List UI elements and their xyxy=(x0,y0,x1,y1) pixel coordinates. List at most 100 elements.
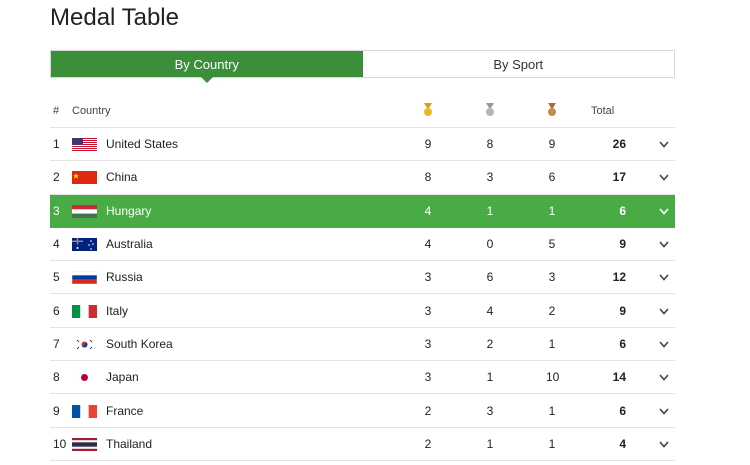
gold-count: 3 xyxy=(424,336,432,351)
bronze-count: 9 xyxy=(548,137,556,152)
bronze-count: 2 xyxy=(548,303,556,318)
total-count: 6 xyxy=(619,336,626,351)
country-column-header: Country xyxy=(72,105,111,117)
table-row[interactable]: 3 Hungary 4 1 1 6 xyxy=(50,194,675,228)
rank-cell: 7 xyxy=(53,336,60,351)
country-name: China xyxy=(106,170,138,185)
rank-cell: 3 xyxy=(53,203,60,218)
chevron-down-icon[interactable] xyxy=(658,170,670,184)
silver-count: 1 xyxy=(486,370,494,385)
gold-count: 2 xyxy=(424,403,432,418)
jp-flag-icon xyxy=(72,371,97,385)
total-count: 26 xyxy=(612,137,626,152)
silver-count: 0 xyxy=(486,237,494,252)
tab-by-country[interactable]: By Country xyxy=(51,51,363,83)
rank-cell: 4 xyxy=(53,237,60,252)
gold-count: 4 xyxy=(424,237,432,252)
silver-medal-icon xyxy=(484,102,496,120)
country-name: Hungary xyxy=(106,203,152,218)
silver-count: 2 xyxy=(486,336,494,351)
gold-count: 3 xyxy=(424,270,432,285)
tab-by-sport[interactable]: By Sport xyxy=(362,51,674,77)
bronze-count: 1 xyxy=(548,336,556,351)
country-name: South Korea xyxy=(106,336,173,351)
chevron-down-icon[interactable] xyxy=(658,204,670,218)
hu-flag-icon xyxy=(72,204,97,218)
table-row[interactable]: 6 Italy 3 4 2 9 xyxy=(50,294,675,328)
view-tabs: By Country By Sport xyxy=(50,50,675,83)
silver-count: 3 xyxy=(486,403,494,418)
table-row[interactable]: 9 France 2 3 1 6 xyxy=(50,394,675,428)
total-count: 14 xyxy=(612,370,626,385)
rank-cell: 1 xyxy=(53,137,60,152)
table-row[interactable]: 4 Australia 4 0 5 9 xyxy=(50,228,675,262)
total-count: 6 xyxy=(619,203,626,218)
table-row[interactable]: 7 South Korea 3 2 1 6 xyxy=(50,328,675,362)
country-name: France xyxy=(106,403,144,418)
country-name: Thailand xyxy=(106,436,153,451)
table-row[interactable]: 5 Russia 3 6 3 12 xyxy=(50,261,675,295)
chevron-down-icon[interactable] xyxy=(658,237,670,251)
au-flag-icon xyxy=(72,238,97,252)
country-name: Russia xyxy=(106,270,143,285)
fr-flag-icon xyxy=(72,404,97,418)
bronze-medal-icon xyxy=(546,102,558,120)
silver-count: 1 xyxy=(486,436,494,451)
th-flag-icon xyxy=(72,437,97,451)
ru-flag-icon xyxy=(71,271,98,285)
total-count: 12 xyxy=(612,270,626,285)
rank-column-header: # xyxy=(53,105,60,117)
chevron-down-icon[interactable] xyxy=(658,337,670,351)
bronze-count: 1 xyxy=(548,203,556,218)
rank-cell: 8 xyxy=(53,370,60,385)
gold-count: 4 xyxy=(424,203,432,218)
country-name: United States xyxy=(106,137,179,152)
total-count: 17 xyxy=(612,170,626,185)
country-name: Japan xyxy=(106,370,139,385)
us-flag-icon xyxy=(72,138,97,152)
chevron-down-icon[interactable] xyxy=(658,437,670,451)
kr-flag-icon xyxy=(72,337,97,351)
chevron-down-icon[interactable] xyxy=(658,270,670,284)
silver-count: 6 xyxy=(486,270,494,285)
bronze-count: 10 xyxy=(546,370,560,385)
table-row[interactable]: 10 Thailand 2 1 1 4 xyxy=(50,428,675,461)
bronze-count: 6 xyxy=(548,170,556,185)
total-count: 6 xyxy=(619,403,626,418)
chevron-down-icon[interactable] xyxy=(658,304,670,318)
page-title: Medal Table xyxy=(50,4,179,31)
it-flag-icon xyxy=(72,304,97,318)
silver-count: 3 xyxy=(486,170,494,185)
table-header: # Country Total xyxy=(50,95,675,128)
total-column-header: Total xyxy=(591,105,615,117)
country-name: Italy xyxy=(106,303,129,318)
total-count: 9 xyxy=(619,303,626,318)
chevron-down-icon[interactable] xyxy=(658,137,670,151)
bronze-count: 3 xyxy=(548,270,556,285)
rank-cell: 9 xyxy=(53,403,60,418)
total-count: 4 xyxy=(619,436,626,451)
rank-cell: 2 xyxy=(53,170,60,185)
table-row[interactable]: 2 China 8 3 6 17 xyxy=(50,161,675,195)
table-row[interactable]: 1 United States 9 8 9 26 xyxy=(50,128,675,162)
gold-count: 9 xyxy=(424,137,432,152)
total-count: 9 xyxy=(619,237,626,252)
rank-cell: 5 xyxy=(53,270,60,285)
gold-count: 3 xyxy=(424,303,432,318)
silver-count: 4 xyxy=(486,303,494,318)
chevron-down-icon[interactable] xyxy=(658,370,670,384)
bronze-count: 5 xyxy=(548,237,556,252)
bronze-count: 1 xyxy=(548,403,556,418)
bronze-count: 1 xyxy=(548,436,556,451)
gold-count: 3 xyxy=(424,370,432,385)
gold-count: 2 xyxy=(424,436,432,451)
gold-count: 8 xyxy=(424,170,432,185)
silver-count: 8 xyxy=(486,137,494,152)
rank-cell: 6 xyxy=(53,303,60,318)
cn-flag-icon xyxy=(72,171,97,185)
table-row[interactable]: 8 Japan 3 1 10 14 xyxy=(50,361,675,395)
country-name: Australia xyxy=(106,237,153,252)
silver-count: 1 xyxy=(486,203,494,218)
rank-cell: 10 xyxy=(53,436,67,451)
chevron-down-icon[interactable] xyxy=(658,404,670,418)
